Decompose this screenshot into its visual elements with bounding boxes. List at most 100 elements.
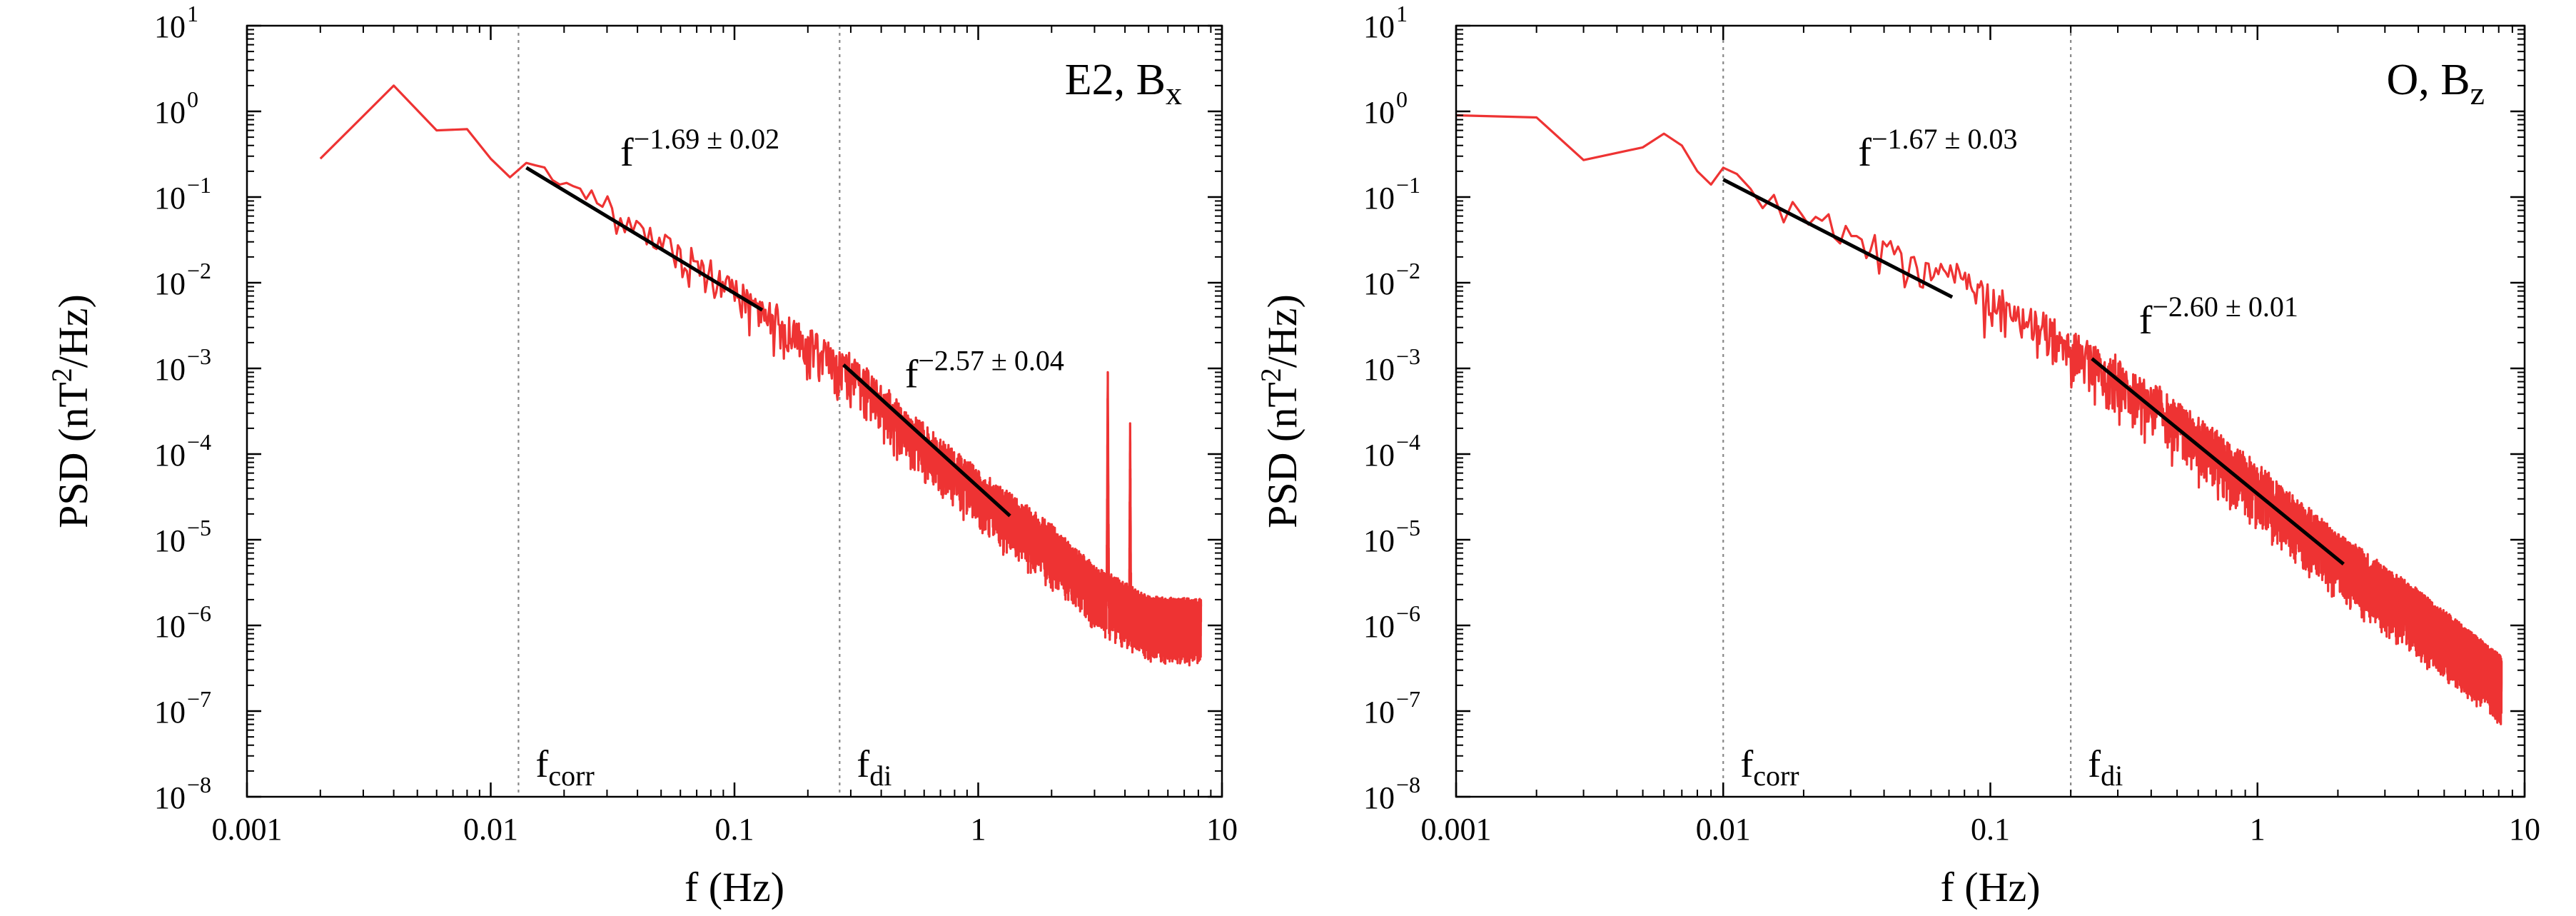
y-axis-title-sup: 2 xyxy=(46,368,78,382)
y-tick-exponent-sup: −4 xyxy=(187,429,211,455)
fit-label-2: f−2.57 ± 0.04 xyxy=(905,344,1064,396)
y-tick-label-base: 10 xyxy=(154,695,186,730)
y-tick-exponent-sup: −6 xyxy=(1396,600,1420,626)
y-tick-exponent-sup: −5 xyxy=(1396,515,1420,540)
fit-line-2 xyxy=(842,363,1011,518)
y-tick-label: 10 xyxy=(1363,780,1395,815)
y-tick-exponent: 0 xyxy=(1396,86,1408,112)
y-tick-label-base: 10 xyxy=(1363,780,1395,815)
y-tick-exponent: −1 xyxy=(1396,172,1420,198)
x-axis-title-text: f (Hz) xyxy=(1940,864,2040,910)
y-tick-exponent-sup: −6 xyxy=(187,600,211,626)
y-tick-label-base: 10 xyxy=(1363,695,1395,730)
y-tick-label-base: 10 xyxy=(154,181,186,216)
y-tick-label: 10 xyxy=(1363,266,1395,301)
y-tick-label: 10 xyxy=(154,609,186,644)
fit-label-2-main: f xyxy=(2139,298,2153,343)
spectrum-line xyxy=(1456,114,2503,725)
marker-label-di-sub: di xyxy=(2101,760,2123,792)
panel-label: E2, Bx xyxy=(1065,56,1182,111)
y-tick-exponent-sup: −1 xyxy=(187,172,211,198)
y-tick-label: 10 xyxy=(154,523,186,558)
y-tick-label-base: 10 xyxy=(1363,352,1395,387)
x-axis-title-text: f (Hz) xyxy=(685,864,784,910)
x-axis-title: f (Hz) xyxy=(685,864,784,910)
y-tick-exponent-sup: −7 xyxy=(187,686,211,712)
y-tick-label-base: 10 xyxy=(154,523,186,558)
y-tick-exponent-sup: −7 xyxy=(1396,686,1420,712)
fit-label-1: f−1.69 ± 0.02 xyxy=(620,123,779,175)
x-axis-title: f (Hz) xyxy=(1940,864,2040,910)
y-tick-label: 10 xyxy=(154,438,186,473)
x-tick-label: 1 xyxy=(2250,812,2266,847)
y-tick-label: 10 xyxy=(154,181,186,216)
panel-label: O, Bz xyxy=(2386,56,2485,111)
x-tick-label: 0.1 xyxy=(715,812,754,847)
y-tick-exponent: −7 xyxy=(187,686,211,712)
marker-label-corr-sub: corr xyxy=(548,760,594,792)
y-axis-title-pre: PSD (nT xyxy=(1259,382,1305,528)
y-tick-label-base: 10 xyxy=(1363,523,1395,558)
y-tick-exponent-sup: −8 xyxy=(187,772,211,797)
y-tick-exponent: 1 xyxy=(1396,1,1408,26)
y-tick-exponent: −8 xyxy=(187,772,211,797)
x-tick-label: 0.001 xyxy=(212,812,283,847)
y-tick-exponent-sup: −1 xyxy=(1396,172,1420,198)
x-tick-label: 0.001 xyxy=(1421,812,1492,847)
marker-label-corr: fcorr xyxy=(535,743,594,792)
y-tick-label: 10 xyxy=(1363,695,1395,730)
y-tick-label-base: 10 xyxy=(1363,181,1395,216)
y-tick-exponent: −2 xyxy=(187,258,211,283)
fit-label-1-sup: −1.67 ± 0.03 xyxy=(1872,123,2018,155)
x-tick-label: 10 xyxy=(2509,812,2540,847)
fit-label-2-sup: −2.60 ± 0.01 xyxy=(2152,291,2298,323)
y-tick-label-base: 10 xyxy=(154,95,186,130)
y-tick-label-base: 10 xyxy=(154,780,186,815)
y-tick-label: 10 xyxy=(1363,9,1395,44)
panel-label-main: E2, B xyxy=(1065,56,1166,104)
x-tick-label: 0.01 xyxy=(1696,812,1751,847)
fit-label-1-main: f xyxy=(1858,131,1872,175)
y-tick-label-base: 10 xyxy=(1363,9,1395,44)
y-tick-exponent-sup: −2 xyxy=(187,258,211,283)
y-tick-exponent: −3 xyxy=(1396,343,1420,369)
fit-label-1: f−1.67 ± 0.03 xyxy=(1858,123,2017,175)
y-tick-exponent: −7 xyxy=(1396,686,1420,712)
marker-label-corr: fcorr xyxy=(1740,743,1799,792)
fit-label-2-sup: −2.57 ± 0.04 xyxy=(918,344,1064,376)
fit-label-2: f−2.60 ± 0.01 xyxy=(2139,291,2298,343)
y-tick-exponent-sup: 1 xyxy=(187,1,198,26)
y-tick-label-base: 10 xyxy=(154,266,186,301)
marker-label-di-main: f xyxy=(857,743,869,785)
y-tick-exponent: 0 xyxy=(187,86,198,112)
y-tick-label: 10 xyxy=(154,780,186,815)
y-axis-title-post: /Hz) xyxy=(1259,294,1305,368)
marker-label-di: fdi xyxy=(857,743,892,792)
y-axis-title-post: /Hz) xyxy=(50,294,96,368)
y-axis-title-sup: 2 xyxy=(1255,368,1287,382)
y-tick-exponent: −6 xyxy=(1396,600,1420,626)
y-tick-label-base: 10 xyxy=(1363,95,1395,130)
y-tick-label-base: 10 xyxy=(1363,609,1395,644)
y-tick-exponent-sup: −5 xyxy=(187,515,211,540)
spectrum-line xyxy=(319,84,1203,667)
y-tick-exponent: −6 xyxy=(187,600,211,626)
y-tick-exponent-sup: −3 xyxy=(187,343,211,369)
y-tick-exponent-sup: 1 xyxy=(1396,1,1408,26)
marker-label-corr-main: f xyxy=(535,743,548,785)
x-tick-label: 1 xyxy=(971,812,986,847)
fit-label-2-main: f xyxy=(905,352,919,396)
y-tick-label: 10 xyxy=(1363,181,1395,216)
y-tick-label-base: 10 xyxy=(154,609,186,644)
x-tick-label: 0.1 xyxy=(1971,812,2010,847)
y-tick-label: 10 xyxy=(154,95,186,130)
y-tick-exponent: −2 xyxy=(1396,258,1420,283)
y-tick-label-base: 10 xyxy=(1363,266,1395,301)
y-tick-exponent: −5 xyxy=(187,515,211,540)
fit-label-1-main: f xyxy=(620,131,634,175)
